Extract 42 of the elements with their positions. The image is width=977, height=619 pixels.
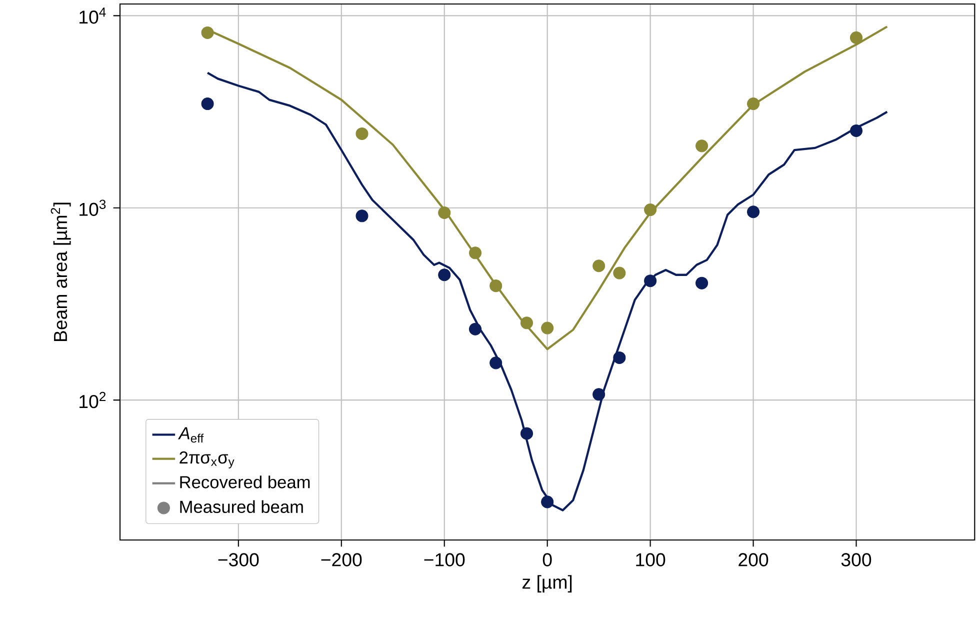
point [696, 140, 708, 152]
point [696, 276, 708, 290]
point [644, 204, 657, 216]
point [613, 351, 626, 364]
x-axis-title: z [µm] [522, 575, 572, 592]
point [747, 206, 760, 218]
y-axis-title: Beam area [µm$^{2}$] [50, 202, 71, 342]
legend-label: 2πσ$_{x}$σ$_{y}$ [180, 451, 234, 468]
point [644, 274, 657, 288]
point [468, 246, 482, 260]
x-tick-label: −200 [321, 553, 362, 566]
point [592, 260, 606, 272]
x-tick-label: −300 [218, 553, 259, 566]
point [541, 496, 554, 508]
point [490, 280, 502, 292]
point [520, 427, 534, 440]
point [490, 356, 502, 370]
legend-label: A$_{eff}$ [178, 427, 204, 443]
point [201, 98, 214, 110]
point [541, 322, 554, 334]
point [356, 127, 368, 140]
point [850, 31, 863, 44]
x-tick-label: 200 [738, 553, 768, 566]
point [747, 98, 760, 110]
y-tick-label: 10$^{3}$ [80, 200, 106, 216]
x-tick-label: 300 [841, 553, 872, 566]
point [850, 124, 863, 137]
point [592, 388, 606, 401]
point [438, 206, 451, 220]
point [201, 26, 214, 40]
legend-label: Recovered beam [180, 476, 310, 488]
x-tick-label: 100 [636, 553, 666, 566]
point [356, 210, 368, 222]
x-tick-label: −100 [424, 553, 465, 566]
point [613, 266, 626, 280]
x-tick-label: 0 [542, 553, 552, 566]
y-tick-label: 10$^{2}$ [80, 392, 106, 408]
y-tick-label: 10$^{4}$ [80, 8, 106, 24]
legend-label: Measured beam [180, 500, 303, 514]
point [468, 322, 482, 336]
point [438, 268, 451, 282]
point [520, 316, 534, 330]
